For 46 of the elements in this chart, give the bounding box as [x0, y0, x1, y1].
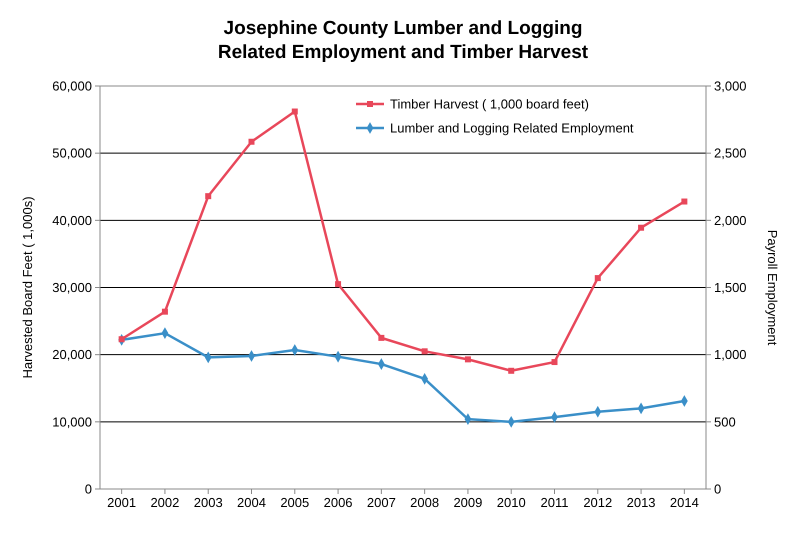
y2-tick-label: 2,000	[714, 212, 747, 228]
x-tick-label: 2008	[410, 495, 440, 510]
y-tick-label: 50,000	[52, 146, 92, 161]
y-tick-label: 20,000	[52, 347, 92, 362]
x-tick-label: 2011	[540, 495, 568, 510]
x-tick-label: 2007	[366, 495, 396, 510]
x-tick-label: 2002	[150, 495, 180, 510]
y2-tick-label: 1,000	[714, 347, 747, 362]
point	[681, 198, 688, 205]
y2-tick-label: 500	[714, 414, 736, 430]
y2-tick-label: 0	[714, 482, 722, 497]
point	[422, 348, 428, 354]
chart-title: Josephine County Lumber and Logging Related Employment and Timber Harvest	[218, 18, 589, 63]
point	[205, 193, 212, 200]
x-tick-label: 2014	[670, 495, 699, 510]
y-tick-label: 30,000	[52, 280, 92, 296]
legend-label: Timber Harvest ( 1,000 board feet)	[390, 96, 589, 112]
x-tick-label: 2012	[583, 495, 612, 510]
x-tick-label: 2004	[237, 495, 266, 510]
y2-tick-label: 2,500	[714, 146, 747, 161]
point	[162, 308, 168, 315]
point	[248, 138, 254, 145]
y-tick-label: 60,000	[52, 78, 92, 94]
point	[335, 281, 342, 288]
y-tick-label: 0	[84, 482, 92, 497]
y2-tick-label: 3,000	[714, 78, 747, 94]
point	[464, 356, 471, 362]
x-tick-label: 2013	[626, 495, 656, 510]
x-tick-label: 2006	[324, 495, 353, 510]
y2-tick-label: 1,500	[714, 280, 747, 296]
point	[292, 108, 298, 115]
legend-label: Lumber and Logging Related Employment	[390, 120, 634, 136]
y2-axis-title: Payroll Employment	[765, 230, 780, 346]
point	[638, 224, 644, 231]
point	[552, 359, 558, 366]
point	[378, 334, 384, 341]
point	[508, 368, 514, 374]
x-tick-label: 2010	[496, 495, 526, 510]
x-tick-label: 2001	[107, 495, 136, 510]
point	[594, 275, 601, 282]
y-tick-label: 10,000	[52, 414, 92, 430]
y-axis-title: Harvested Board Feet ( 1,000s)	[20, 196, 35, 379]
x-tick-label: 2003	[194, 495, 223, 510]
y-tick-label: 40,000	[52, 212, 92, 228]
x-tick-label: 2009	[453, 495, 482, 510]
x-tick-label: 2005	[280, 495, 310, 510]
